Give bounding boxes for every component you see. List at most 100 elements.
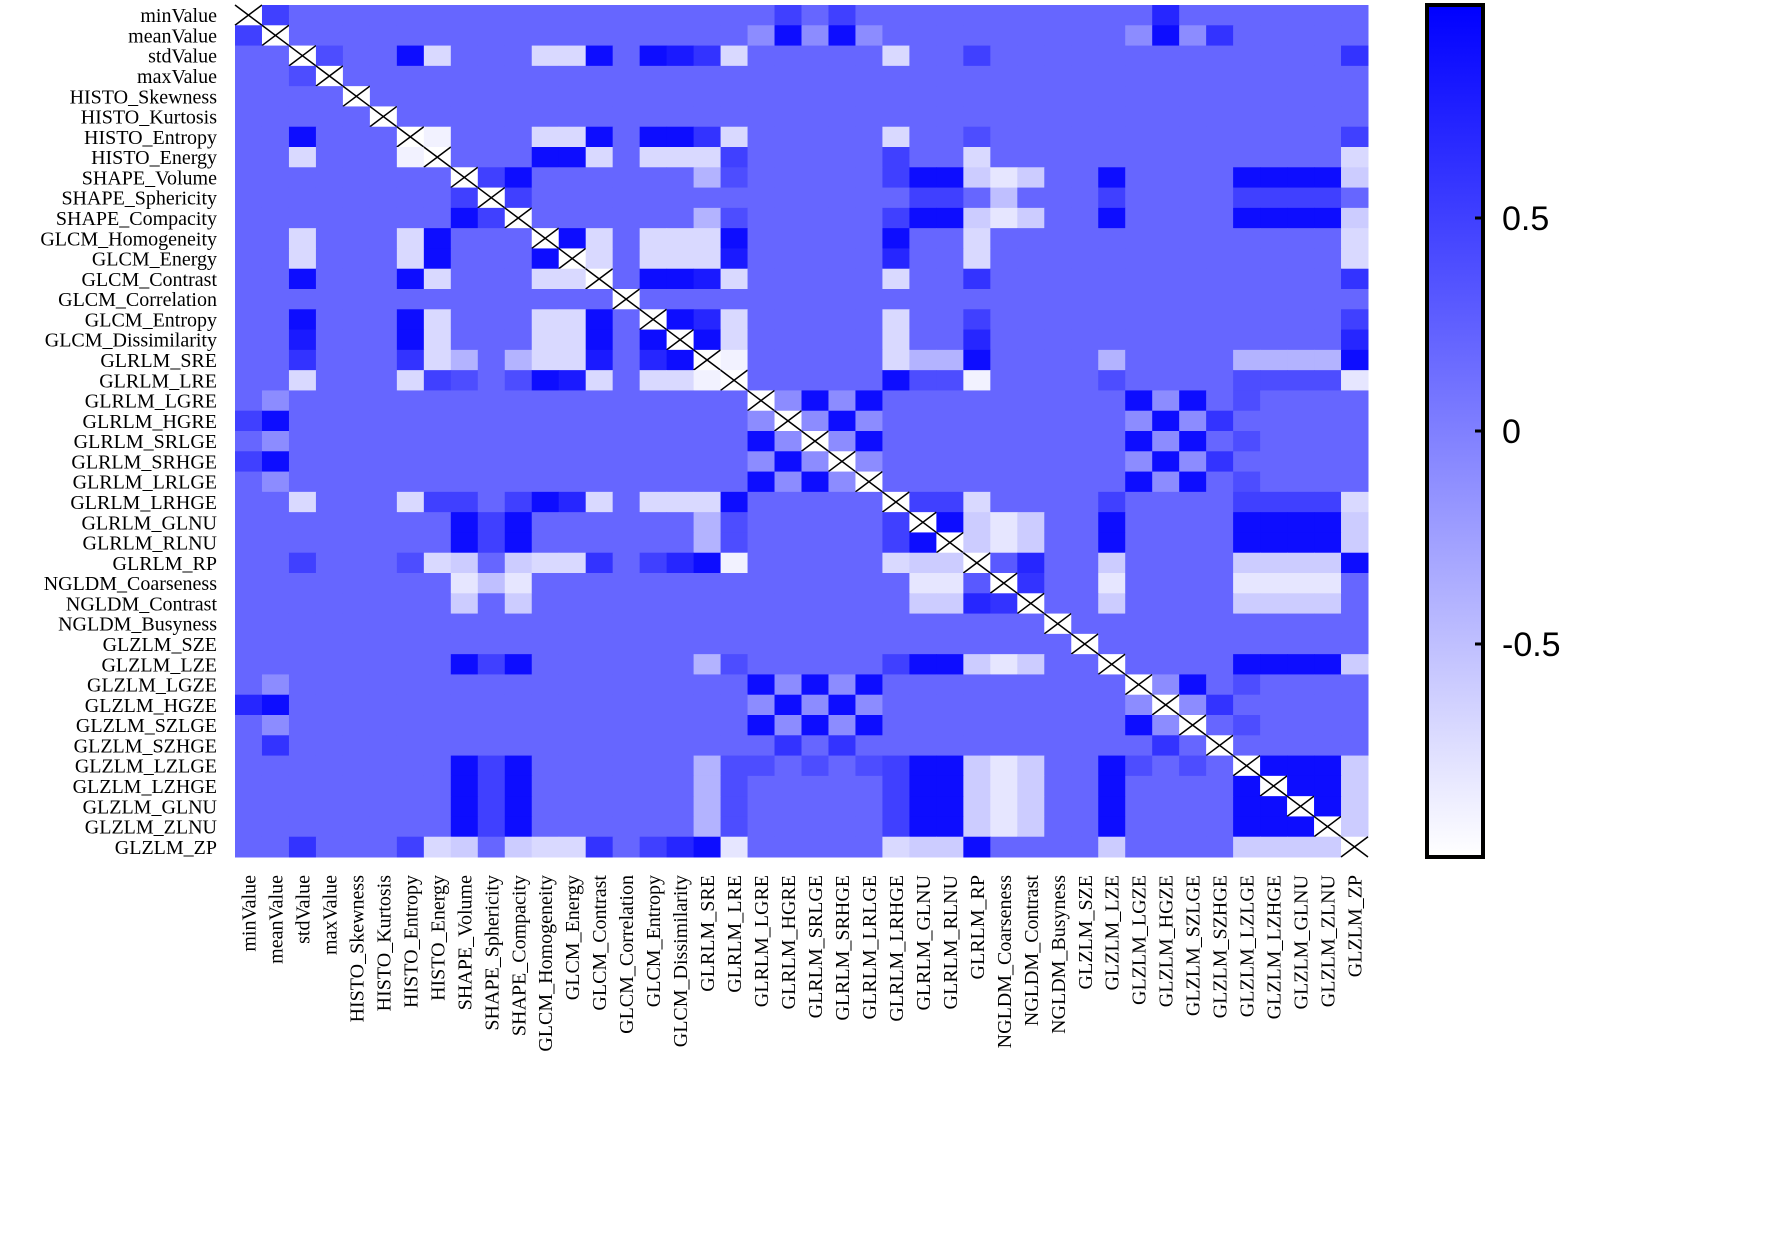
row-label: GLZLM_ZLNU xyxy=(85,817,218,839)
cell xyxy=(828,471,856,493)
cell xyxy=(558,735,587,757)
cell xyxy=(450,86,479,107)
cell xyxy=(990,755,1018,777)
cell xyxy=(855,65,883,87)
cell xyxy=(450,694,479,716)
cell xyxy=(288,654,317,675)
cell xyxy=(639,167,668,189)
cell xyxy=(369,491,398,513)
cell xyxy=(1098,735,1126,757)
cell xyxy=(990,309,1018,331)
cell xyxy=(1206,25,1234,47)
cell xyxy=(774,532,802,554)
cell xyxy=(1314,552,1342,574)
column-label: GLRLM_LGRE xyxy=(751,875,773,1007)
cell xyxy=(990,289,1018,310)
cell xyxy=(774,715,802,736)
cell xyxy=(235,775,263,797)
cell xyxy=(504,816,533,838)
cell xyxy=(1233,512,1261,533)
cell xyxy=(720,552,749,574)
cell xyxy=(693,715,722,736)
cell xyxy=(1152,512,1180,533)
cell xyxy=(585,349,614,371)
cell xyxy=(235,65,263,87)
cell xyxy=(1125,207,1153,229)
row-label: GLCM_Energy xyxy=(92,249,217,271)
cell xyxy=(369,755,398,777)
column-label: NGLDM_Busyness xyxy=(1048,875,1070,1034)
cell xyxy=(504,654,533,675)
row-label: GLRLM_RP xyxy=(113,553,217,575)
cell xyxy=(720,309,749,331)
cell xyxy=(1260,65,1288,87)
cell xyxy=(1206,451,1234,473)
cell xyxy=(1017,25,1045,47)
cell xyxy=(1125,248,1153,270)
cell xyxy=(828,735,856,757)
cell xyxy=(882,126,910,148)
cell xyxy=(1152,593,1180,615)
cell xyxy=(855,654,883,675)
cell xyxy=(747,167,776,189)
cell xyxy=(1260,329,1288,351)
cell xyxy=(558,471,587,493)
cell xyxy=(666,25,695,47)
cell xyxy=(585,86,614,107)
cell xyxy=(1017,65,1045,87)
cell xyxy=(1179,390,1207,412)
diagonal-cross xyxy=(1313,815,1342,838)
cell xyxy=(612,370,641,391)
cell xyxy=(747,491,776,513)
cell xyxy=(1287,491,1315,513)
cell xyxy=(855,329,883,351)
cell xyxy=(423,289,452,310)
cell xyxy=(315,593,344,615)
cell xyxy=(1017,552,1045,574)
cell xyxy=(531,816,560,838)
cell xyxy=(990,410,1018,432)
cell xyxy=(1017,735,1045,757)
cell xyxy=(1314,674,1342,696)
cell xyxy=(1152,573,1180,594)
cell xyxy=(828,573,856,594)
cell xyxy=(909,65,937,87)
cell xyxy=(396,654,425,675)
cell xyxy=(504,410,533,432)
cell xyxy=(990,147,1018,168)
diagonal-cross xyxy=(612,288,641,310)
cell xyxy=(1179,532,1207,554)
cell xyxy=(801,147,829,168)
cell xyxy=(235,552,263,574)
cell xyxy=(477,390,506,412)
cell xyxy=(909,106,937,128)
cell xyxy=(1206,126,1234,148)
cell xyxy=(990,390,1018,412)
cell xyxy=(666,735,695,757)
diagonal-cross xyxy=(315,65,344,87)
cell xyxy=(288,674,317,696)
cell xyxy=(558,796,587,817)
cell xyxy=(531,25,560,47)
cell xyxy=(1125,410,1153,432)
cell xyxy=(315,268,344,290)
cell xyxy=(1071,451,1099,473)
cell xyxy=(1152,735,1180,757)
diagonal-cross xyxy=(1340,836,1369,858)
cell xyxy=(1152,25,1180,47)
cell xyxy=(235,329,263,351)
cell xyxy=(1017,370,1045,391)
cell xyxy=(1179,491,1207,513)
cell xyxy=(1152,491,1180,513)
cell xyxy=(1071,390,1099,412)
cell xyxy=(639,593,668,615)
cell xyxy=(1287,228,1315,249)
cell xyxy=(720,167,749,189)
cell xyxy=(558,755,587,777)
cell xyxy=(504,796,533,817)
cell xyxy=(801,633,829,655)
cell xyxy=(235,613,263,635)
cell xyxy=(936,654,964,675)
cell xyxy=(1071,552,1099,574)
cell xyxy=(1206,471,1234,493)
